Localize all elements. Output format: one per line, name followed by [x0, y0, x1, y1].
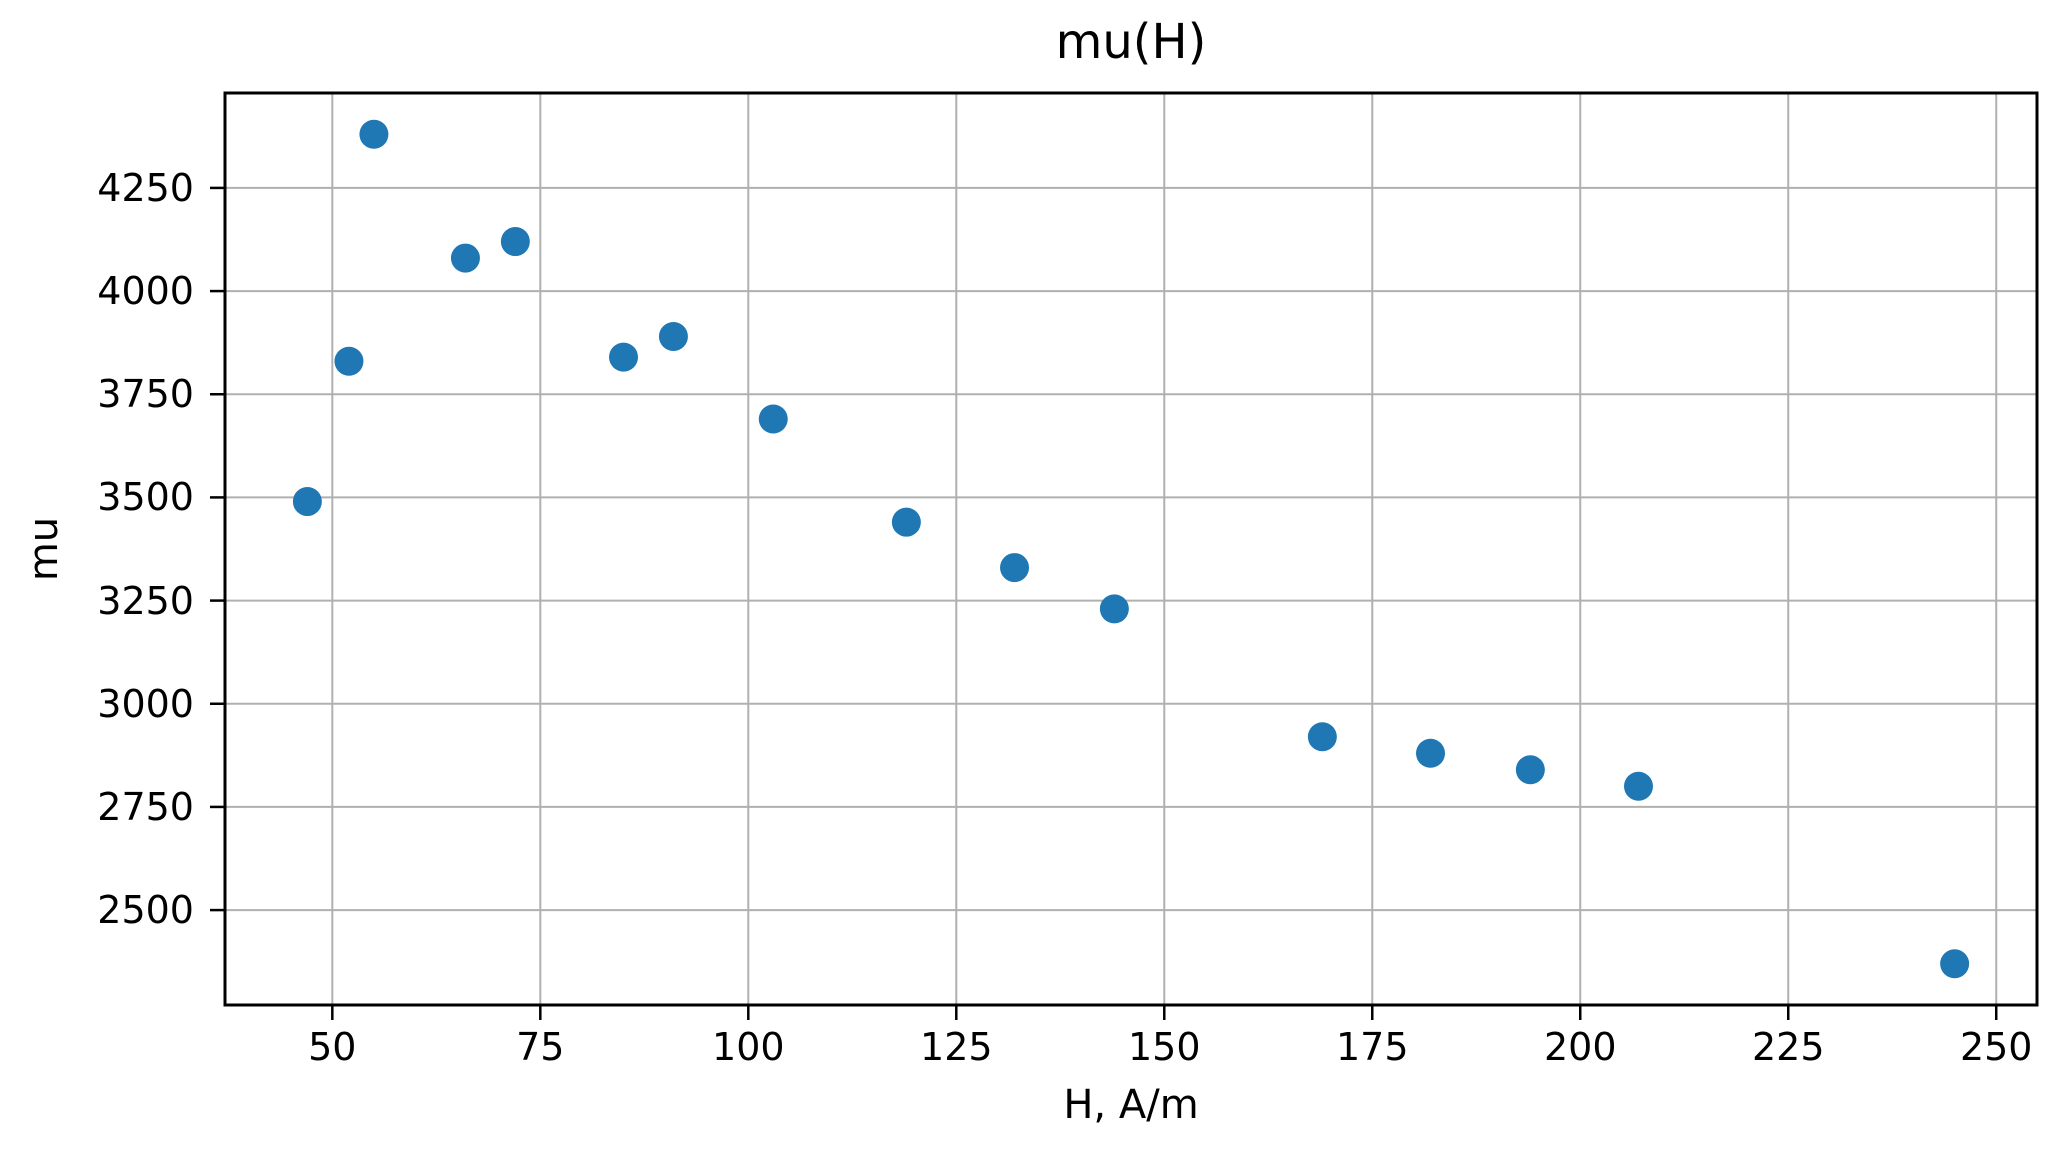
scatter-point — [334, 346, 364, 376]
scatter-point — [359, 119, 389, 149]
scatter-point — [1623, 771, 1653, 801]
x-axis-label: H, A/m — [1063, 1082, 1199, 1128]
y-tick-label: 3500 — [97, 475, 194, 520]
scatter-point — [658, 321, 688, 351]
y-tick-label: 2500 — [97, 888, 194, 933]
scatter-point — [1416, 738, 1446, 768]
scatter-point — [292, 487, 322, 517]
scatter-point — [1099, 594, 1129, 624]
x-tick-label: 200 — [1543, 1025, 1617, 1069]
scatter-point — [1515, 755, 1545, 785]
scatter-point — [500, 227, 530, 257]
x-tick-label: 125 — [920, 1025, 993, 1069]
plot-frame — [223, 91, 2039, 1007]
x-tick-label: 100 — [712, 1025, 785, 1069]
y-axis-label: mu — [21, 516, 67, 582]
y-tick-label: 3000 — [97, 681, 194, 726]
x-tick-label: 175 — [1336, 1025, 1409, 1069]
scatter-point — [1307, 722, 1337, 752]
y-tick-label: 3750 — [97, 372, 194, 417]
x-tick-label: 250 — [1959, 1025, 2033, 1069]
scatter-point — [758, 404, 788, 434]
scatter-point — [891, 507, 921, 537]
x-tick-label: 75 — [516, 1025, 565, 1069]
x-tick-label: 225 — [1751, 1025, 1825, 1069]
chart-title: mu(H) — [1055, 14, 1207, 70]
x-tick-label: 150 — [1128, 1025, 1201, 1069]
y-tick-label: 4250 — [97, 165, 194, 210]
y-tick-label: 4000 — [97, 269, 194, 314]
y-tick-label: 2750 — [97, 784, 194, 829]
scatter-point — [1940, 949, 1970, 979]
x-tick-label: 50 — [308, 1025, 357, 1069]
scatter-point — [1000, 553, 1030, 583]
y-tick-label: 3250 — [97, 578, 194, 623]
scatter-point — [609, 342, 639, 372]
scatter-point — [450, 243, 480, 273]
